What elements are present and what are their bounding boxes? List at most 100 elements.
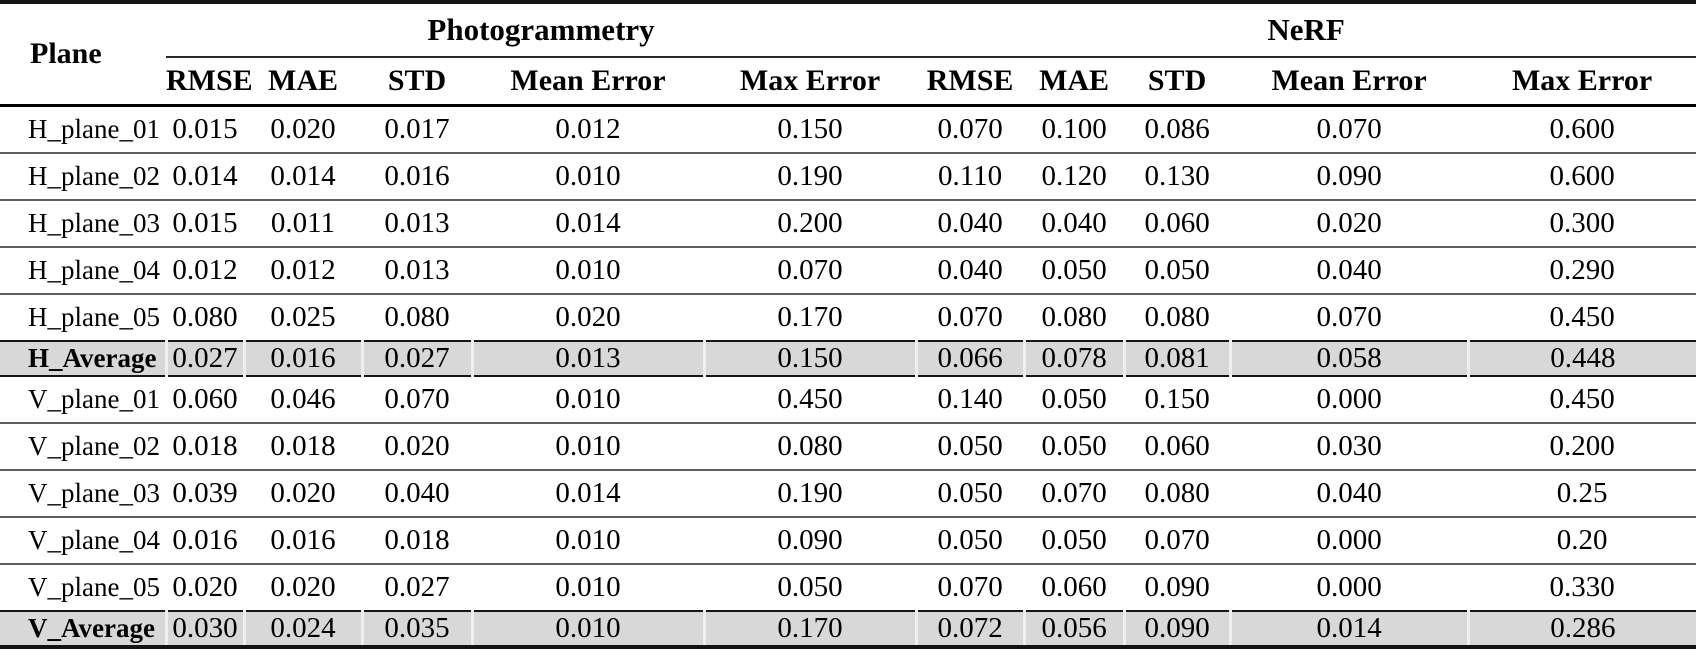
value-cell-p-mae: 0.018: [270, 429, 336, 462]
plane-label: V_plane_04: [28, 524, 160, 555]
table-row: H_plane_03 0.015 0.011 0.013 0.014 0.200 0.040…: [0, 200, 1696, 247]
value-cell-p-max-error: 0.450: [777, 382, 843, 415]
group-header-row: Plane Photogrammetry NeRF: [0, 2, 1696, 107]
plane-label-cell: H_plane_03: [0, 200, 166, 247]
value-cell-p-mean-error: 0.010: [470, 610, 704, 647]
value-cell-n-mae: 0.050: [1041, 523, 1107, 556]
value-cell-p-std: 0.070: [384, 382, 450, 415]
value-cell-n-max-error: 0.330: [1549, 570, 1615, 603]
value-cell-n-mae: 0.100: [1041, 112, 1107, 145]
table-row: H_plane_02 0.014 0.014 0.016 0.010 0.190 0.110…: [0, 153, 1696, 200]
value-cell-p-mean-error: 0.010: [555, 159, 621, 192]
table-row: H_plane_01 0.015 0.020 0.017 0.012 0.150 0.070…: [0, 106, 1696, 153]
plane-label-cell: H_plane_05: [0, 294, 166, 341]
plane-label-cell: V_Average: [0, 611, 166, 647]
value-cell-p-mae: 0.016: [270, 523, 336, 556]
plane-label: H_plane_05: [28, 301, 160, 332]
value-cell-n-max-error: 0.300: [1549, 206, 1615, 239]
value-cell-n-mean-error: 0.090: [1316, 159, 1382, 192]
value-cell-p-rmse: 0.060: [172, 382, 238, 415]
value-cell-p-max-error: 0.170: [777, 300, 843, 333]
value-cell-n-mean-error: 0.000: [1316, 570, 1382, 603]
value-cell-p-mean-error: 0.020: [555, 300, 621, 333]
value-cell-p-mean-error: 0.010: [555, 253, 621, 286]
value-cell-p-max-error: 0.070: [777, 253, 843, 286]
value-cell-p-max-error: 0.190: [777, 476, 843, 509]
value-cell-n-std: 0.060: [1144, 429, 1210, 462]
col-header-p-mean-error: Mean Error: [472, 57, 704, 107]
value-cell-n-mae: 0.120: [1041, 159, 1107, 192]
value-cell-p-rmse: 0.080: [172, 300, 238, 333]
table-row: V_plane_03 0.039 0.020 0.040 0.014 0.190 0.050…: [0, 470, 1696, 517]
col-header-p-mae: MAE: [244, 57, 362, 107]
table-row: H_plane_05 0.080 0.025 0.080 0.020 0.170 0.070…: [0, 294, 1696, 341]
value-cell-n-mae: 0.060: [1041, 570, 1107, 603]
plane-label: H_Average: [28, 342, 157, 373]
table-row: V_Average 0.030 0.024 0.035 0.010 0.170 0.072 0…: [0, 610, 1696, 647]
value-cell-n-mean-error: 0.058: [1228, 340, 1469, 376]
value-cell-n-rmse: 0.072: [914, 610, 1025, 647]
value-cell-p-mae: 0.012: [270, 253, 336, 286]
value-cell-n-rmse: 0.040: [937, 206, 1003, 239]
value-cell-p-std: 0.018: [384, 523, 450, 556]
value-cell-n-max-error: 0.200: [1549, 429, 1615, 462]
value-cell-p-rmse: 0.015: [172, 206, 238, 239]
value-cell-n-std: 0.081: [1122, 340, 1231, 376]
value-cell-n-std: 0.080: [1144, 300, 1210, 333]
value-cell-p-std: 0.016: [384, 159, 450, 192]
table-row: V_plane_04 0.016 0.016 0.018 0.010 0.090 0.050…: [0, 517, 1696, 564]
value-cell-n-mean-error: 0.000: [1316, 523, 1382, 556]
value-cell-p-mean-error: 0.010: [555, 523, 621, 556]
value-cell-n-mae: 0.070: [1041, 476, 1107, 509]
value-cell-n-mae: 0.040: [1041, 206, 1107, 239]
value-cell-p-std: 0.027: [360, 340, 472, 376]
value-cell-p-max-error: 0.200: [777, 206, 843, 239]
value-cell-n-max-error: 0.600: [1549, 112, 1615, 145]
plane-label-cell: V_plane_02: [0, 423, 166, 470]
value-cell-p-mae: 0.014: [270, 159, 336, 192]
col-header-p-rmse: RMSE: [166, 57, 253, 107]
value-cell-p-std: 0.017: [384, 112, 450, 145]
value-cell-p-max-error: 0.170: [702, 610, 917, 647]
plane-label-cell: H_Average: [0, 341, 166, 376]
value-cell-p-mae: 0.046: [270, 382, 336, 415]
value-cell-p-mean-error: 0.012: [555, 112, 621, 145]
nerf-group-header: NeRF: [916, 2, 1696, 58]
value-cell-n-mean-error: 0.070: [1316, 300, 1382, 333]
value-cell-n-mean-error: 0.020: [1316, 206, 1382, 239]
value-cell-p-mean-error: 0.014: [555, 476, 621, 509]
value-cell-n-std: 0.086: [1144, 112, 1210, 145]
value-cell-p-mae: 0.020: [270, 112, 336, 145]
value-cell-n-rmse: 0.050: [937, 523, 1003, 556]
value-cell-n-mean-error: 0.040: [1316, 476, 1382, 509]
value-cell-n-mean-error: 0.014: [1228, 610, 1469, 647]
plane-label: V_plane_03: [28, 477, 160, 508]
value-cell-n-rmse: 0.070: [937, 570, 1003, 603]
col-header-n-mean-error: Mean Error: [1230, 57, 1469, 107]
value-cell-n-max-error: 0.448: [1466, 340, 1696, 376]
value-cell-p-mae: 0.016: [242, 340, 362, 376]
value-cell-n-rmse: 0.110: [937, 159, 1003, 192]
table-row: V_plane_05 0.020 0.020 0.027 0.010 0.050 0.070…: [0, 564, 1696, 611]
value-cell-n-mean-error: 0.070: [1316, 112, 1382, 145]
value-cell-n-mean-error: 0.000: [1316, 382, 1382, 415]
value-cell-n-mean-error: 0.040: [1316, 253, 1382, 286]
value-cell-n-max-error: 0.600: [1549, 159, 1615, 192]
value-cell-p-std: 0.020: [384, 429, 450, 462]
table-row: V_plane_01 0.060 0.046 0.070 0.010 0.450 0.140…: [0, 376, 1696, 423]
plane-label: V_Average: [28, 612, 155, 643]
value-cell-n-mae: 0.056: [1022, 610, 1125, 647]
value-cell-n-max-error: 0.450: [1549, 300, 1615, 333]
value-cell-p-mean-error: 0.013: [470, 340, 704, 376]
value-cell-p-max-error: 0.090: [777, 523, 843, 556]
value-cell-n-std: 0.080: [1144, 476, 1210, 509]
value-cell-p-mean-error: 0.010: [555, 570, 621, 603]
value-cell-n-std: 0.050: [1144, 253, 1210, 286]
value-cell-n-mean-error: 0.030: [1316, 429, 1382, 462]
plane-label: V_plane_02: [28, 430, 160, 461]
table-body: H_plane_01 0.015 0.020 0.017 0.012 0.150 0.070…: [0, 106, 1696, 647]
value-cell-n-std: 0.150: [1144, 382, 1210, 415]
value-cell-p-rmse: 0.012: [172, 253, 238, 286]
value-cell-p-mae: 0.011: [270, 206, 336, 239]
